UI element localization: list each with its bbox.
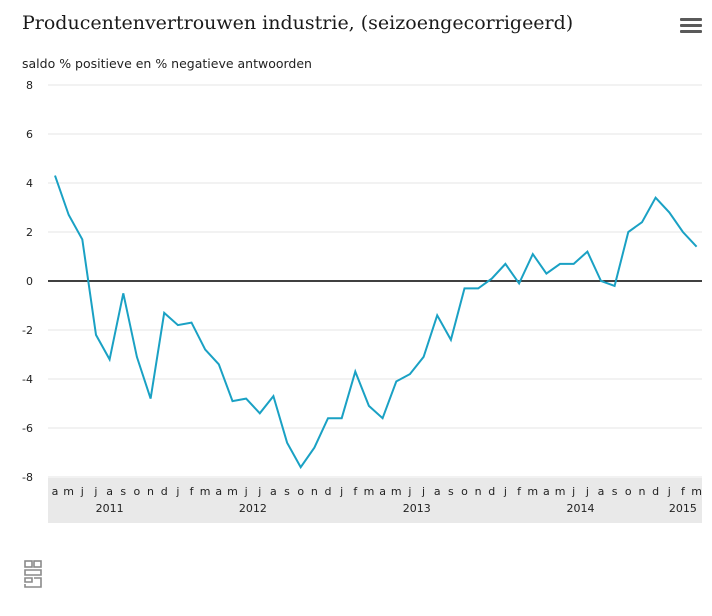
x-tick-label: a (52, 485, 59, 498)
x-tick-label: o (625, 485, 632, 498)
y-tick-label: -2 (22, 324, 33, 337)
x-tick-label: s (120, 485, 126, 498)
x-tick-label: a (543, 485, 550, 498)
x-tick-label: s (612, 485, 618, 498)
x-tick-label: o (461, 485, 468, 498)
y-tick-label: 8 (26, 79, 33, 92)
x-year-label: 2014 (567, 502, 595, 515)
x-tick-label: a (598, 485, 605, 498)
x-tick-label: j (571, 485, 575, 498)
x-tick-label: j (244, 485, 248, 498)
x-tick-label: f (190, 485, 195, 498)
x-axis-band-rect (48, 478, 702, 523)
x-tick-label: s (448, 485, 454, 498)
x-tick-label: n (638, 485, 645, 498)
x-tick-label: d (161, 485, 168, 498)
x-tick-label: j (175, 485, 179, 498)
y-tick-label: -6 (22, 422, 33, 435)
x-tick-label: o (134, 485, 141, 498)
x-tick-label: f (517, 485, 522, 498)
x-tick-label: j (407, 485, 411, 498)
series-line (54, 175, 698, 470)
y-axis-ticks: 8 6 4 2 0 -2 -4 -6 -8 (22, 79, 33, 484)
x-year-label: 2013 (403, 502, 431, 515)
x-tick-label: s (284, 485, 290, 498)
x-tick-label: a (379, 485, 386, 498)
hamburger-menu-icon[interactable] (680, 18, 702, 38)
x-tick-label: a (215, 485, 222, 498)
x-tick-label: j (503, 485, 507, 498)
x-tick-label: m (391, 485, 402, 498)
x-tick-label: d (325, 485, 332, 498)
y-tick-label: -8 (22, 471, 33, 484)
gridlines (48, 84, 702, 478)
x-tick-label: j (421, 485, 425, 498)
x-tick-label: m (200, 485, 211, 498)
x-tick-label: m (63, 485, 74, 498)
x-tick-label: m (527, 485, 538, 498)
x-tick-label: o (297, 485, 304, 498)
x-tick-label: m (691, 485, 702, 498)
x-tick-label: j (667, 485, 671, 498)
x-tick-label: j (585, 485, 589, 498)
series-layer (54, 175, 698, 470)
x-tick-label: f (353, 485, 358, 498)
chart-title: Producentenvertrouwen industrie, (seizoe… (22, 12, 574, 34)
y-tick-label: 6 (26, 128, 33, 141)
x-tick-label: j (257, 485, 261, 498)
x-tick-label: j (339, 485, 343, 498)
x-year-label: 2015 (669, 502, 697, 515)
x-tick-label: a (106, 485, 113, 498)
y-tick-label: 4 (26, 177, 33, 190)
y-tick-label: 0 (26, 275, 33, 288)
cbs-logo-icon (24, 560, 42, 592)
y-tick-label: -4 (22, 373, 33, 386)
x-tick-label: d (652, 485, 659, 498)
x-year-label: 2011 (96, 502, 124, 515)
x-axis-band (48, 478, 702, 523)
y-axis-label: saldo % positieve en % negatieve antwoor… (22, 56, 312, 71)
y-tick-label: 2 (26, 226, 33, 239)
x-tick-label: j (93, 485, 97, 498)
x-tick-label: n (147, 485, 154, 498)
x-tick-label: d (488, 485, 495, 498)
x-tick-label: a (270, 485, 277, 498)
x-tick-label: n (475, 485, 482, 498)
x-tick-label: m (227, 485, 238, 498)
x-tick-label: a (434, 485, 441, 498)
x-tick-label: j (80, 485, 84, 498)
x-tick-label: m (555, 485, 566, 498)
x-year-label: 2012 (239, 502, 267, 515)
x-tick-label: m (364, 485, 375, 498)
x-tick-label: f (681, 485, 686, 498)
x-tick-label: n (311, 485, 318, 498)
